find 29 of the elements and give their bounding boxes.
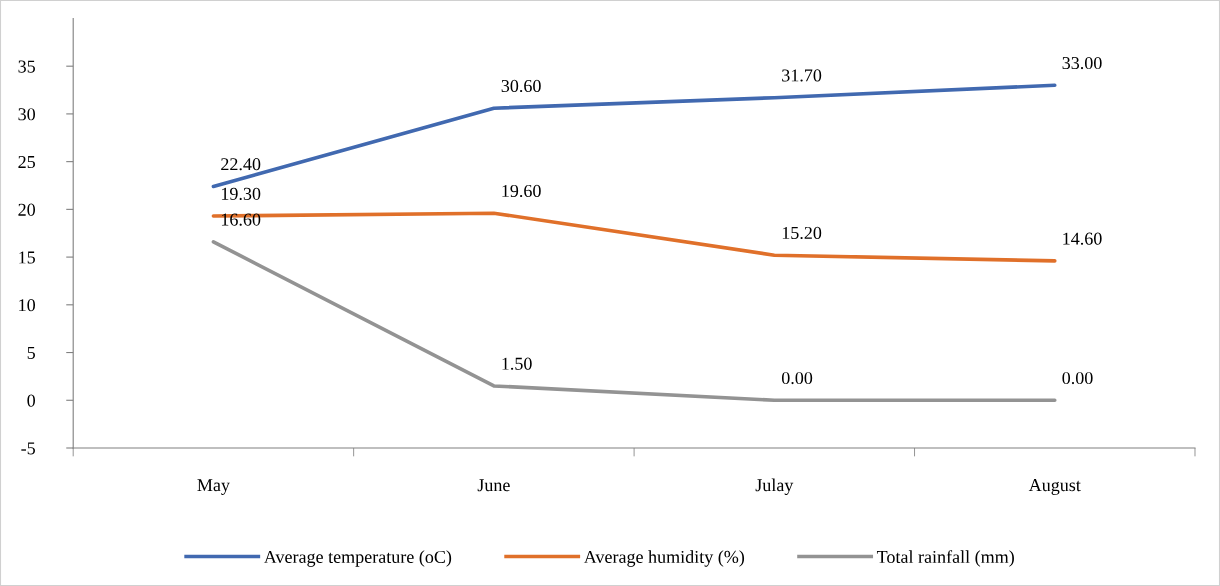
y-tick-label: 35	[18, 60, 35, 73]
line-series	[211, 211, 1057, 263]
y-tick-label: 20	[18, 203, 36, 216]
legend-label: Average temperature (oC)	[263, 550, 452, 567]
data-label: 22.40	[221, 158, 261, 171]
data-label: 0.00	[781, 371, 813, 385]
x-tick-label: June	[477, 479, 510, 492]
data-label: 0.00	[1062, 371, 1093, 385]
data-label: 33.00	[1062, 56, 1102, 70]
legend-label: Average humidity (%)	[583, 550, 745, 567]
y-tick-label: 15	[19, 251, 35, 264]
x-tick-label: August	[1028, 479, 1081, 495]
data-label: 16.60	[221, 213, 261, 226]
y-tick-label: 5	[27, 346, 35, 359]
y-tick-label: 25	[18, 155, 35, 169]
data-label: 14.60	[1063, 232, 1102, 245]
data-label: 19.60	[502, 184, 541, 198]
y-tick-label: 10	[19, 299, 36, 312]
data-label: 30.60	[501, 79, 541, 93]
y-tick-label: 0	[27, 394, 36, 407]
data-label: 19.30	[221, 187, 261, 200]
y-tick-label: -5	[21, 442, 35, 455]
legend-label: Total rainfall (mm)	[876, 550, 1014, 567]
data-label: 1.50	[502, 357, 532, 370]
data-label: 31.70	[782, 69, 822, 82]
data-label: 15.20	[782, 226, 822, 240]
x-tick-label: May	[197, 479, 230, 495]
y-tick-label: 30	[18, 108, 36, 121]
x-tick-label: Julay	[755, 478, 794, 495]
